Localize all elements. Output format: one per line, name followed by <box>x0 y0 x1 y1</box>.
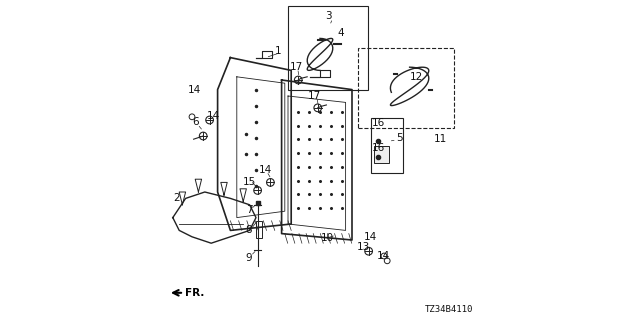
Bar <box>358 48 454 128</box>
Text: 10: 10 <box>321 233 334 244</box>
Text: 2: 2 <box>173 193 180 204</box>
Bar <box>256 221 262 238</box>
Text: 14: 14 <box>364 232 377 242</box>
Text: 13: 13 <box>356 242 370 252</box>
Bar <box>371 118 403 173</box>
Text: 14: 14 <box>377 251 390 261</box>
Bar <box>374 146 389 163</box>
Text: 17: 17 <box>308 91 321 101</box>
Text: 5: 5 <box>396 132 403 143</box>
Text: 1: 1 <box>275 46 282 56</box>
Text: 15: 15 <box>243 177 255 187</box>
Text: 8: 8 <box>246 225 252 235</box>
Text: 11: 11 <box>433 134 447 144</box>
Text: 14: 14 <box>207 111 220 121</box>
Text: 17: 17 <box>289 62 303 72</box>
Text: 9: 9 <box>246 252 252 263</box>
Text: 12: 12 <box>410 72 422 82</box>
Text: 14: 14 <box>259 165 271 175</box>
Text: 3: 3 <box>325 11 332 21</box>
Text: 16: 16 <box>372 143 385 153</box>
Text: 16: 16 <box>372 118 385 128</box>
Text: FR.: FR. <box>185 288 204 298</box>
Text: 7: 7 <box>246 204 252 215</box>
Bar <box>288 6 368 90</box>
Text: 14: 14 <box>188 84 201 95</box>
Text: 4: 4 <box>337 28 344 38</box>
Text: TZ34B4110: TZ34B4110 <box>425 305 474 314</box>
Text: 6: 6 <box>193 117 199 127</box>
